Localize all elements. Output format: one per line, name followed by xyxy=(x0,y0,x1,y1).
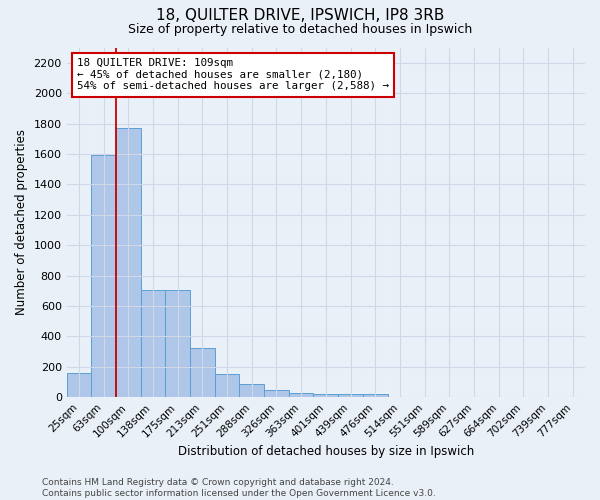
Bar xyxy=(215,374,239,397)
Bar xyxy=(338,394,363,397)
Bar xyxy=(141,290,166,397)
Text: 18 QUILTER DRIVE: 109sqm
← 45% of detached houses are smaller (2,180)
54% of sem: 18 QUILTER DRIVE: 109sqm ← 45% of detach… xyxy=(77,58,389,91)
Bar xyxy=(264,390,289,397)
Bar xyxy=(313,394,338,397)
Text: Contains HM Land Registry data © Crown copyright and database right 2024.
Contai: Contains HM Land Registry data © Crown c… xyxy=(42,478,436,498)
Y-axis label: Number of detached properties: Number of detached properties xyxy=(15,130,28,316)
Bar xyxy=(363,394,388,397)
Bar xyxy=(166,290,190,397)
Text: Size of property relative to detached houses in Ipswich: Size of property relative to detached ho… xyxy=(128,22,472,36)
X-axis label: Distribution of detached houses by size in Ipswich: Distribution of detached houses by size … xyxy=(178,444,474,458)
Bar xyxy=(91,156,116,397)
Bar xyxy=(239,384,264,397)
Bar xyxy=(67,373,91,397)
Bar xyxy=(289,393,313,397)
Bar xyxy=(116,128,141,397)
Bar xyxy=(190,348,215,397)
Text: 18, QUILTER DRIVE, IPSWICH, IP8 3RB: 18, QUILTER DRIVE, IPSWICH, IP8 3RB xyxy=(156,8,444,22)
